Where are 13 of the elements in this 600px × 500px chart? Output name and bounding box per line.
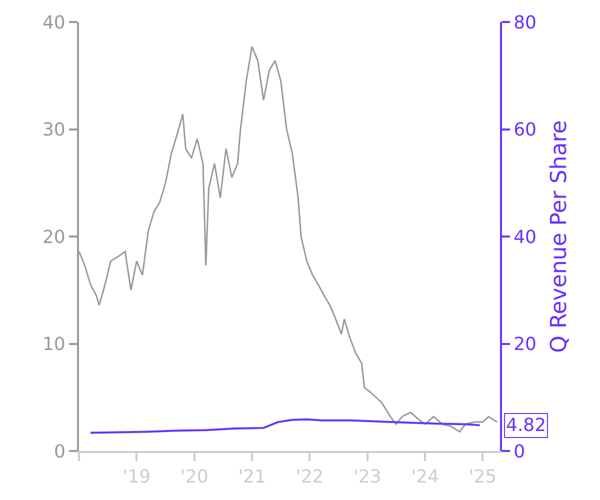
y-tick-label: 10	[42, 334, 66, 356]
line-series	[90, 418, 481, 434]
y-tick-label: 30	[42, 120, 66, 141]
y2-tick-label: 40	[514, 226, 537, 248]
y2-axis-title: Q Revenue Per Share	[546, 120, 572, 353]
text: 4.82	[506, 415, 546, 436]
y2-tick-label: 80	[514, 12, 537, 34]
y2-tick-label: 20	[514, 334, 537, 356]
y2-tick-label: 60	[514, 120, 537, 141]
y2-tick-label: 0	[514, 441, 526, 462]
y-tick-label: 0	[54, 441, 66, 462]
y-tick-label: 20	[42, 226, 66, 248]
y-tick-label: 40	[42, 12, 66, 34]
